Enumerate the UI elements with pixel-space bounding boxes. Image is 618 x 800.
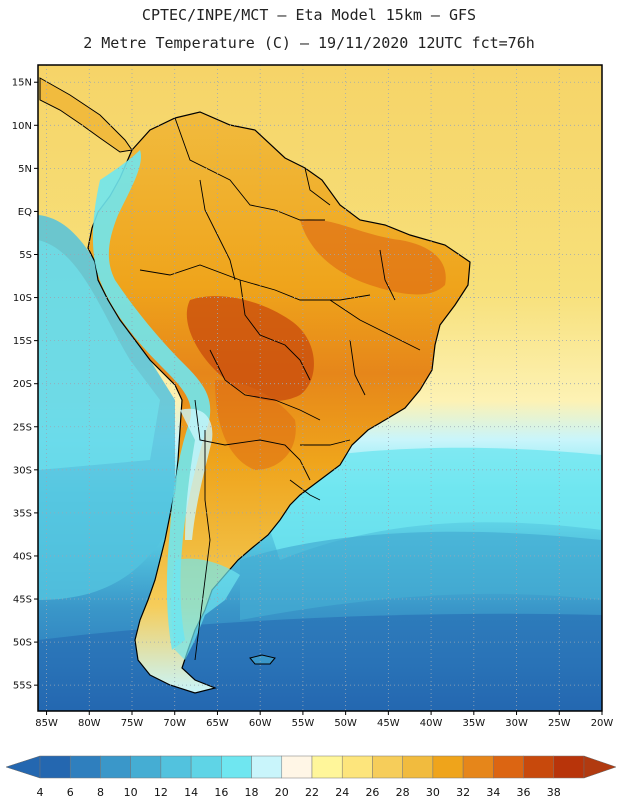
atlantic-mild-zone [250, 447, 602, 560]
colorbar-label: 30 [426, 786, 440, 799]
andes-cool-strip [92, 150, 211, 650]
colorbar-swatch [281, 755, 313, 779]
lon-tick-label: 85W [35, 718, 58, 729]
lon-tick-label: 70W [163, 718, 186, 729]
lat-tick-label: 35S [13, 508, 32, 519]
colorbar-swatch [372, 755, 403, 779]
colorbar-label: 22 [305, 786, 319, 799]
colorbar-swatch [100, 755, 131, 779]
lat-tick-label: 40S [13, 551, 32, 562]
lat-tick-label: 25S [13, 422, 32, 433]
lat-tick-label: 45S [13, 595, 32, 606]
hot-core-chaco [215, 380, 296, 470]
lon-tick-label: 80W [78, 718, 101, 729]
lon-tick-label: 45W [377, 718, 400, 729]
lon-tick-label: 55W [292, 718, 315, 729]
colorbar-swatch [251, 755, 283, 779]
colorbar: 4 6 8 10 12 14 16 18 20 22 24 26 28 30 32 34 36 38 [5, 755, 617, 799]
colorbar-label: 26 [365, 786, 379, 799]
colorbar-label: 16 [214, 786, 228, 799]
hot-core-central [186, 296, 314, 401]
central-america [39, 77, 133, 153]
hot-core-northeast [300, 219, 446, 295]
lon-tick-label: 50W [334, 718, 357, 729]
lat-tick-label: 30S [13, 465, 32, 476]
lat-tick-label: 10N [12, 121, 32, 132]
colorbar-label: 8 [97, 786, 104, 799]
lat-tick-label: 55S [13, 681, 32, 692]
colorbar-label: 18 [245, 786, 259, 799]
altiplano-cool [180, 408, 213, 540]
colorbar-swatch [130, 755, 162, 779]
colorbar-swatch [462, 755, 494, 779]
title-line-2: 2 Metre Temperature (C) – 19/11/2020 12U… [83, 34, 535, 52]
colorbar-label: 14 [184, 786, 198, 799]
colorbar-swatch [311, 755, 343, 779]
atlantic-cool-zone [240, 531, 602, 620]
colorbar-label: 20 [275, 786, 289, 799]
lat-tick-label: 15N [12, 78, 32, 89]
colorbar-swatch [190, 755, 222, 779]
colorbar-label: 12 [154, 786, 168, 799]
map-area [38, 65, 602, 711]
lat-tick-label: 15S [13, 336, 32, 347]
lon-tick-label: 75W [121, 718, 144, 729]
colorbar-high-arrow [583, 755, 617, 779]
lat-tick-label: 20S [13, 379, 32, 390]
colorbar-label: 36 [517, 786, 531, 799]
lon-tick-label: 35W [463, 718, 486, 729]
lon-tick-label: 60W [249, 718, 272, 729]
lat-tick-label: EQ [18, 207, 32, 218]
axes: 85W 80W 75W 70W 65W 60W 55W 50W 45W 40W 35W 30W 25W 2… [12, 78, 614, 729]
colorbar-swatch [493, 755, 524, 779]
colorbar-swatch [160, 755, 192, 779]
colorbar-swatch [341, 755, 373, 779]
colorbar-swatch [553, 755, 585, 779]
colorbar-swatch [39, 755, 71, 779]
lon-tick-label: 30W [505, 718, 528, 729]
patagonia-cool [171, 558, 240, 660]
colorbar-swatch [402, 755, 434, 779]
map-frame [37, 64, 603, 712]
colorbar-swatch [221, 755, 252, 779]
lat-tick-label: 5S [19, 250, 32, 261]
colorbar-label: 34 [486, 786, 500, 799]
lon-tick-label: 65W [206, 718, 229, 729]
lon-tick-label: 20W [591, 718, 614, 729]
colorbar-swatch [432, 755, 464, 779]
falkland-islands [249, 654, 276, 665]
lon-tick-label: 25W [548, 718, 571, 729]
lat-tick-label: 50S [13, 638, 32, 649]
lon-tick-label: 40W [420, 718, 443, 729]
title-line-1: CPTEC/INPE/MCT – Eta Model 15km – GFS [141, 6, 477, 24]
pacific-mild-zone [38, 240, 160, 470]
colorbar-label: 28 [396, 786, 410, 799]
colorbar-label: 24 [335, 786, 349, 799]
colorbar-label: 32 [456, 786, 470, 799]
colorbar-swatch [523, 755, 555, 779]
lat-tick-label: 5N [18, 164, 32, 175]
colorbar-swatch [69, 755, 101, 779]
colorbar-label: 10 [124, 786, 138, 799]
lat-tick-label: 10S [13, 293, 32, 304]
colorbar-label: 6 [67, 786, 74, 799]
colorbar-label: 38 [547, 786, 561, 799]
colorbar-label: 4 [37, 786, 44, 799]
colorbar-low-arrow [5, 755, 41, 779]
